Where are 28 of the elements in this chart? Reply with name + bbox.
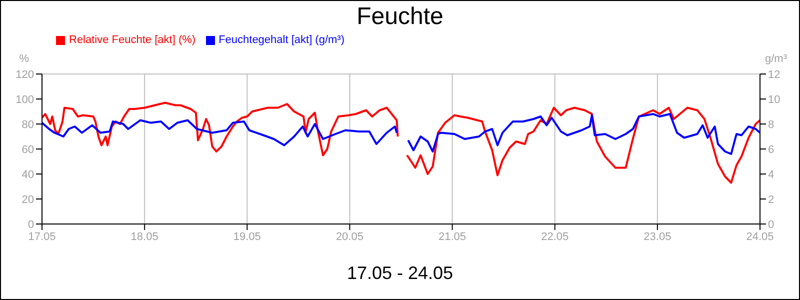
y-tick-label: 60 — [22, 144, 34, 156]
y2-axis-title: g/m³ — [765, 53, 788, 65]
y2-tick-label: 12 — [768, 68, 780, 81]
y-tick-label: 0 — [28, 218, 34, 231]
y-tick-label: 40 — [22, 168, 34, 181]
x-tick-label: 22.05 — [541, 230, 569, 243]
chart-title: Feuchte — [356, 3, 444, 31]
x-tick-label: 24.05 — [746, 230, 774, 243]
x-tick-label: 17.05 — [28, 230, 56, 243]
y2-tick-label: 6 — [768, 144, 774, 156]
y2-tick-label: 2 — [768, 194, 774, 206]
y-axis-title: % — [19, 53, 30, 65]
y-tick-label: 120 — [16, 68, 34, 81]
y2-tick-label: 0 — [768, 218, 774, 231]
x-tick-label: 19.05 — [233, 230, 261, 243]
y2-tick-label: 10 — [768, 94, 780, 106]
legend-label: Relative Feuchte [akt] (%) — [69, 34, 196, 46]
x-tick-label: 18.05 — [130, 230, 158, 243]
x-axis-title: 17.05 - 24.05 — [346, 263, 454, 284]
x-tick-label: 20.05 — [336, 230, 364, 243]
x-tick-label: 23.05 — [644, 230, 672, 243]
y-tick-label: 80 — [22, 118, 34, 131]
y-tick-label: 20 — [22, 194, 34, 206]
legend-label: Feuchtegehalt [akt] (g/m³) — [218, 34, 345, 46]
y-tick-label: 100 — [16, 94, 34, 106]
y2-tick-label: 8 — [768, 118, 774, 131]
y2-tick-label: 4 — [768, 168, 774, 181]
x-tick-label: 21.05 — [438, 230, 466, 243]
